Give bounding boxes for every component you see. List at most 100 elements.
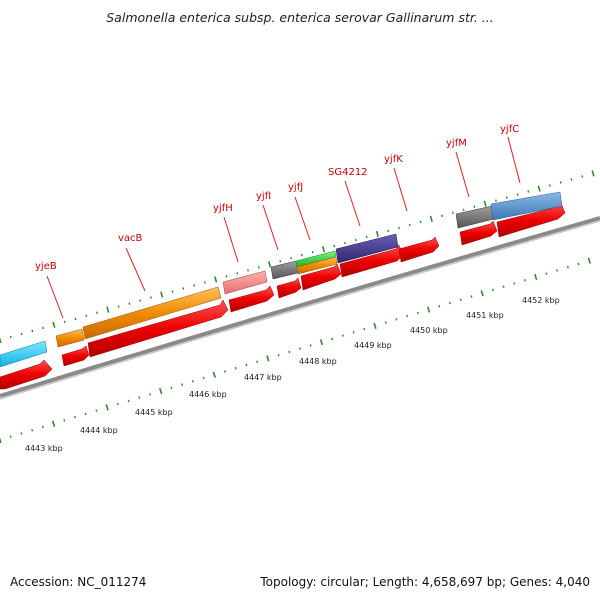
gene-box[interactable] (0, 340, 48, 368)
scale-tick (341, 334, 344, 337)
gene-box-SG4212[interactable] (335, 233, 399, 264)
gene-box-vacB[interactable] (82, 286, 222, 340)
scale-label: 4447 kbp (244, 373, 282, 382)
scale-tick (224, 370, 226, 373)
upper-tick (128, 302, 131, 305)
cds-arrow[interactable] (276, 277, 302, 299)
gene-label-vacB[interactable]: vacB (118, 233, 143, 244)
gene-box-yjfI[interactable] (270, 260, 299, 280)
leader-line (46, 275, 64, 319)
upper-tick (375, 230, 379, 238)
gene-box-yjfC[interactable] (490, 191, 563, 221)
backbone-shadow (0, 220, 600, 400)
scale-tick (116, 402, 119, 406)
upper-tick (473, 205, 476, 208)
map-title: Salmonella enterica subsp. enterica sero… (106, 10, 494, 25)
upper-tick (300, 253, 303, 257)
gene-box-yjfH[interactable] (222, 270, 268, 295)
cds-arrow[interactable] (61, 345, 90, 367)
scale-tick (159, 387, 163, 395)
upper-tick (548, 184, 551, 187)
upper-tick (63, 320, 66, 324)
accession-label: Accession: NC_011274 (10, 575, 147, 589)
scale-tick (577, 262, 580, 266)
upper-tick (354, 238, 357, 242)
upper-tick (398, 226, 400, 230)
scale-tick (0, 437, 2, 444)
scale-label: 4452 kbp (522, 296, 560, 305)
scale-label: 4449 kbp (354, 341, 392, 350)
cds-arrow[interactable] (398, 236, 440, 263)
cds-arrow[interactable] (459, 220, 498, 246)
cds-arrow[interactable] (87, 299, 229, 358)
upper-tick (333, 244, 336, 248)
gene-box-yjfJ-lower[interactable] (296, 256, 338, 275)
scale-tick (202, 376, 205, 380)
gene-label-yjfM[interactable]: yjfM (446, 138, 467, 149)
gene-box-track (0, 191, 563, 368)
gene-box-yjeB[interactable] (55, 328, 85, 348)
scale-label: 4446 kbp (189, 390, 227, 399)
upper-tick (441, 214, 444, 218)
gene-label-yjfK[interactable]: yjfK (384, 154, 403, 165)
upper-tick (495, 199, 497, 202)
scale-tick (234, 367, 237, 370)
upper-tick (96, 311, 98, 314)
upper-tick (537, 185, 541, 192)
upper-tick (74, 317, 77, 321)
scale-label: 4451 kbp (466, 311, 504, 320)
upper-tick (225, 275, 228, 278)
scale-tick (331, 337, 334, 341)
scale-tick (426, 306, 431, 313)
upper-tick (591, 170, 595, 177)
scale-tick (566, 265, 569, 269)
scale-tick (149, 393, 151, 396)
upper-tick (321, 245, 326, 253)
leader-line (294, 196, 311, 241)
scale-tick (352, 331, 355, 334)
scale-tick (556, 269, 559, 272)
gene-label-yjfH[interactable]: yjfH (213, 203, 233, 214)
upper-tick (570, 178, 573, 181)
upper-tick (516, 193, 519, 196)
leader-line (223, 216, 239, 263)
chromosome-backbone (0, 216, 600, 398)
scale-tick (212, 371, 216, 378)
upper-tick (387, 229, 390, 233)
scale-tick (373, 322, 377, 329)
scale-tick (20, 432, 23, 435)
cds-arrow[interactable] (228, 285, 275, 313)
scale-tick (502, 285, 505, 288)
scale-tick (95, 409, 98, 412)
gene-label-SG4212[interactable]: SG4212 (328, 167, 368, 178)
cds-arrow[interactable] (0, 359, 53, 390)
gene-label-yjfC[interactable]: yjfC (500, 124, 519, 135)
upper-tick (311, 250, 314, 254)
upper-tick (0, 336, 2, 344)
upper-tick (171, 290, 174, 293)
upper-tick (182, 287, 185, 290)
scale-label: 4450 kbp (410, 326, 448, 335)
gene-label-yjfJ[interactable]: yjfJ (288, 182, 303, 193)
upper-tick (419, 220, 422, 224)
upper-tick (247, 269, 249, 272)
upper-tick (483, 200, 487, 207)
scale-tick (31, 428, 34, 432)
scale-tick (277, 354, 280, 357)
upper-tick (20, 332, 23, 336)
scale-tick (438, 305, 441, 308)
scale-tick (416, 311, 419, 315)
cds-arrow[interactable] (300, 263, 342, 291)
scale-tick (470, 295, 473, 298)
scale-tick (105, 404, 109, 411)
scale-tick (245, 363, 248, 367)
scale-tick (395, 318, 398, 321)
gene-label-yjeB[interactable]: yjeB (35, 261, 57, 272)
gene-label-yjfI[interactable]: yjfI (256, 191, 271, 202)
upper-tick (505, 196, 508, 199)
upper-tick (462, 208, 465, 211)
upper-tick (581, 175, 584, 178)
upper-tick (429, 215, 433, 222)
upper-tick (193, 284, 196, 287)
